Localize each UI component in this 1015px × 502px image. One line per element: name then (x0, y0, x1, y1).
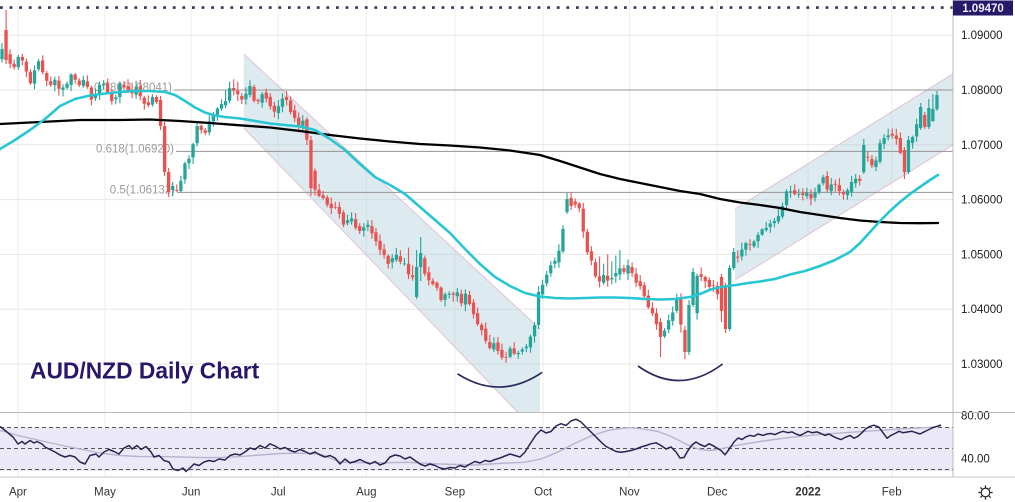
svg-text:1.06000: 1.06000 (961, 195, 1003, 207)
svg-text:1.03000: 1.03000 (961, 359, 1003, 371)
svg-text:80.00: 80.00 (961, 410, 990, 422)
svg-text:Dec: Dec (707, 487, 728, 499)
svg-text:1.08000: 1.08000 (961, 85, 1003, 97)
svg-text:Jun: Jun (182, 487, 201, 499)
svg-text:1.04000: 1.04000 (961, 304, 1003, 316)
svg-text:Aug: Aug (356, 487, 376, 499)
svg-text:Jul: Jul (271, 487, 286, 499)
svg-text:AUD/NZD Daily Chart: AUD/NZD Daily Chart (30, 358, 260, 384)
svg-text:Feb: Feb (882, 487, 902, 499)
svg-text:40.00: 40.00 (961, 454, 990, 466)
svg-text:Oct: Oct (534, 487, 553, 499)
svg-text:1.05000: 1.05000 (961, 249, 1003, 261)
svg-text:1.09000: 1.09000 (961, 30, 1003, 42)
svg-text:1.07000: 1.07000 (961, 140, 1003, 152)
svg-text:2022: 2022 (795, 487, 821, 499)
svg-text:Apr: Apr (9, 487, 27, 499)
svg-text:0.618(1.06920): 0.618(1.06920) (96, 143, 174, 155)
svg-text:1.09470: 1.09470 (962, 3, 1004, 15)
svg-text:0.5(1.06132): 0.5(1.06132) (110, 184, 175, 196)
svg-text:Nov: Nov (619, 487, 640, 499)
svg-text:May: May (94, 487, 116, 499)
svg-text:Sep: Sep (445, 487, 465, 499)
